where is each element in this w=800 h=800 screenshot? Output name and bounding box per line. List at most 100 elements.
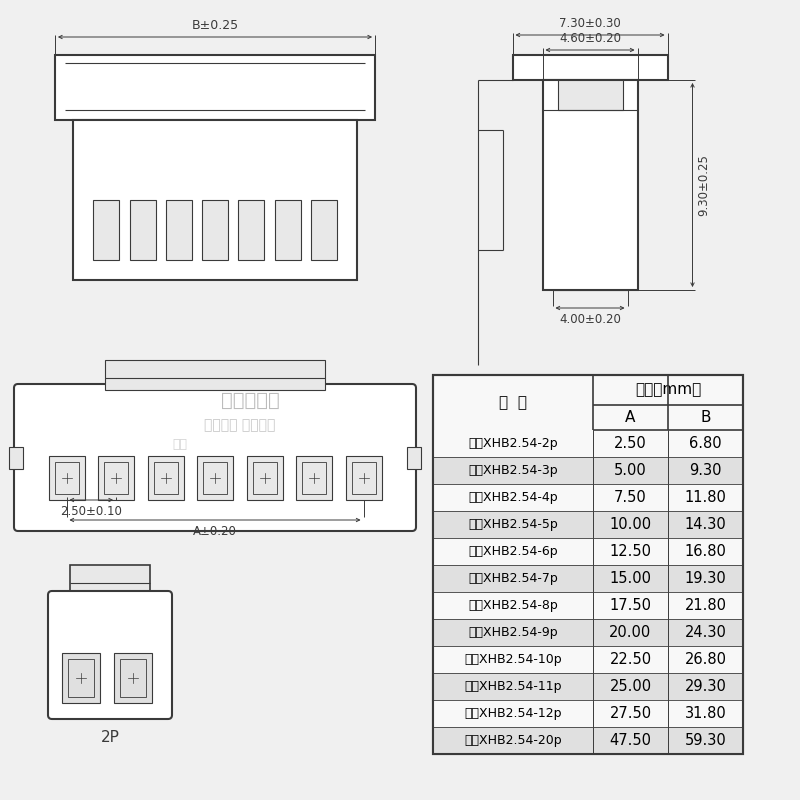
Text: 25.00: 25.00 [610, 679, 651, 694]
Bar [433, 565, 743, 592]
FancyBboxPatch shape [14, 384, 416, 531]
Text: 胶壳XHB2.54-2p: 胶壳XHB2.54-2p [468, 437, 558, 450]
Bar [130, 200, 155, 260]
Bar [433, 673, 743, 700]
Text: 胶壳XHB2.54-3p: 胶壳XHB2.54-3p [468, 464, 558, 477]
Bar [433, 619, 743, 646]
Text: 26.80: 26.80 [685, 652, 726, 667]
Bar [105, 360, 325, 390]
Bar [433, 375, 743, 754]
Bar [433, 375, 743, 754]
Text: 6.80: 6.80 [689, 436, 722, 451]
Text: 实物拍摄 盗图必究: 实物拍摄 盗图必究 [204, 418, 276, 432]
Bar [9, 446, 23, 469]
Bar [98, 455, 134, 499]
Text: B: B [700, 410, 710, 425]
Text: 睯线旗舰店: 睯线旗舰店 [221, 390, 279, 410]
Text: 7.50: 7.50 [614, 490, 647, 505]
Bar [433, 700, 743, 727]
Bar [433, 457, 743, 484]
Text: 10.00: 10.00 [610, 517, 651, 532]
Bar [433, 430, 743, 457]
Bar [558, 80, 622, 110]
Text: 胶壳XHB2.54-11p: 胶壳XHB2.54-11p [464, 680, 562, 693]
Bar [238, 200, 264, 260]
Bar [407, 446, 421, 469]
Text: A: A [626, 410, 636, 425]
Bar [310, 200, 337, 260]
Text: 12.50: 12.50 [610, 544, 651, 559]
Text: 19.30: 19.30 [685, 571, 726, 586]
Text: 胶壳XHB2.54-7p: 胶壳XHB2.54-7p [468, 572, 558, 585]
Text: 胶壳XHB2.54-20p: 胶壳XHB2.54-20p [464, 734, 562, 747]
Text: 29.30: 29.30 [685, 679, 726, 694]
Text: 尺寸（mm）: 尺寸（mm） [635, 382, 701, 398]
Text: 2P: 2P [101, 730, 119, 745]
Bar [197, 455, 233, 499]
Bar [154, 462, 178, 494]
Text: A±0.20: A±0.20 [193, 525, 237, 538]
Bar [114, 653, 152, 703]
Text: 4.00±0.20: 4.00±0.20 [559, 313, 621, 326]
Text: 5.00: 5.00 [614, 463, 647, 478]
Bar [433, 511, 743, 538]
Bar [147, 455, 183, 499]
Bar [246, 455, 282, 499]
Bar [68, 659, 94, 697]
Bar [296, 455, 332, 499]
Text: B±0.25: B±0.25 [191, 19, 238, 32]
Text: 胶壳XHB2.54-9p: 胶壳XHB2.54-9p [468, 626, 558, 639]
Bar [346, 455, 382, 499]
Text: 胶壳XHB2.54-12p: 胶壳XHB2.54-12p [464, 707, 562, 720]
Text: 胶壳XHB2.54-6p: 胶壳XHB2.54-6p [468, 545, 558, 558]
Bar [302, 462, 326, 494]
Bar [73, 120, 357, 280]
Bar [202, 200, 228, 260]
Text: 2.50: 2.50 [614, 436, 647, 451]
Bar [274, 200, 301, 260]
Text: 27.50: 27.50 [610, 706, 651, 721]
Bar [542, 80, 638, 290]
Bar [54, 462, 78, 494]
Bar [55, 55, 375, 120]
Text: 睯线: 睯线 [173, 438, 187, 451]
Bar [433, 484, 743, 511]
Text: 47.50: 47.50 [610, 733, 651, 748]
Text: 胶壳XHB2.54-10p: 胶壳XHB2.54-10p [464, 653, 562, 666]
Text: 20.00: 20.00 [610, 625, 652, 640]
Text: 4.60±0.20: 4.60±0.20 [559, 32, 621, 45]
Text: 21.80: 21.80 [685, 598, 726, 613]
Text: 编  号: 编 号 [499, 395, 527, 410]
Text: 14.30: 14.30 [685, 517, 726, 532]
Bar [94, 200, 119, 260]
Text: 9.30±0.25: 9.30±0.25 [698, 154, 710, 216]
Text: 9.30: 9.30 [690, 463, 722, 478]
Bar [203, 462, 227, 494]
Bar [70, 565, 150, 595]
Bar [351, 462, 375, 494]
Bar [433, 538, 743, 565]
Text: 59.30: 59.30 [685, 733, 726, 748]
Text: 7.30±0.30: 7.30±0.30 [559, 17, 621, 30]
Text: 胶壳XHB2.54-5p: 胶壳XHB2.54-5p [468, 518, 558, 531]
Bar [62, 653, 100, 703]
Bar [433, 592, 743, 619]
Text: 17.50: 17.50 [610, 598, 651, 613]
Text: 22.50: 22.50 [610, 652, 651, 667]
Bar [120, 659, 146, 697]
Text: 11.80: 11.80 [685, 490, 726, 505]
Text: 胶壳XHB2.54-8p: 胶壳XHB2.54-8p [468, 599, 558, 612]
Text: 15.00: 15.00 [610, 571, 651, 586]
Bar [104, 462, 128, 494]
Text: 2.50±0.10: 2.50±0.10 [60, 505, 122, 518]
Bar [253, 462, 277, 494]
Bar [49, 455, 85, 499]
Bar [433, 727, 743, 754]
Text: 胶壳XHB2.54-4p: 胶壳XHB2.54-4p [468, 491, 558, 504]
Text: 16.80: 16.80 [685, 544, 726, 559]
Bar [433, 646, 743, 673]
Text: 31.80: 31.80 [685, 706, 726, 721]
Text: 24.30: 24.30 [685, 625, 726, 640]
Bar [166, 200, 192, 260]
FancyBboxPatch shape [48, 591, 172, 719]
